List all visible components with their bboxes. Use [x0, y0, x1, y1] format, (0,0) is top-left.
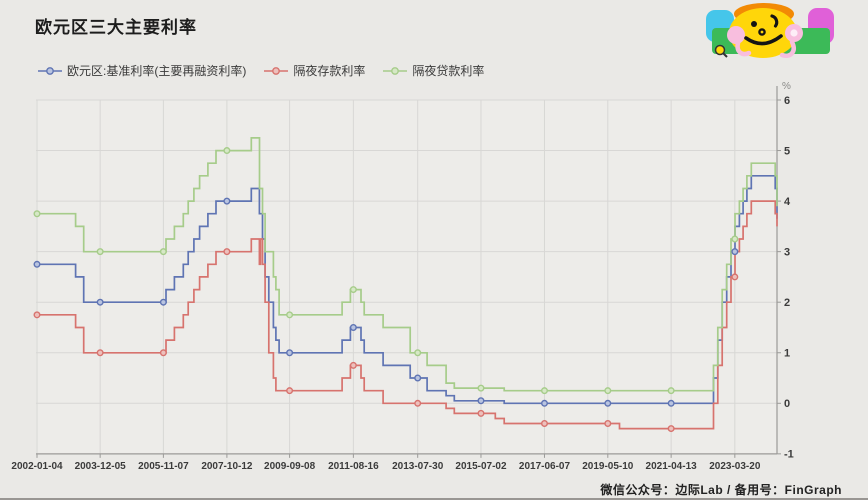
data-point-marker	[667, 425, 675, 433]
logo-headphone-left	[727, 26, 745, 44]
x-axis-tick-label: 2013-07-30	[392, 461, 444, 472]
y-axis-tick-label: 4	[784, 196, 791, 208]
data-point-marker	[96, 298, 104, 306]
x-axis-tick-label: 2009-09-08	[264, 461, 316, 472]
data-point-marker	[33, 260, 41, 268]
x-axis-tick-label: 2017-06-07	[519, 461, 571, 472]
data-point-marker	[159, 349, 167, 357]
legend-item-label: 隔夜存款利率	[293, 64, 366, 78]
data-point-marker	[286, 311, 294, 319]
x-axis-tick-label: 2021-04-13	[646, 461, 698, 472]
logo-mic-left	[735, 40, 752, 57]
data-point-marker	[223, 248, 231, 256]
data-point-marker	[731, 235, 739, 243]
y-axis-tick-label: 1	[784, 348, 790, 360]
data-point-marker	[96, 248, 104, 256]
y-axis-tick-label: 2	[784, 297, 790, 309]
data-point-marker	[223, 197, 231, 205]
y-axis-unit-label: %	[782, 81, 791, 92]
logo-nose	[758, 28, 766, 36]
data-point-marker	[604, 399, 612, 407]
data-point-marker	[159, 298, 167, 306]
x-axis-tick-label: 2002-01-04	[11, 461, 63, 472]
y-axis-tick-label: 5	[784, 145, 790, 157]
data-point-marker	[33, 311, 41, 319]
data-point-marker	[286, 349, 294, 357]
footer-credit: 微信公众号：边际Lab / 备用号：FinGraph	[600, 483, 842, 497]
chart-title: 欧元区三大主要利率	[35, 18, 197, 37]
data-point-marker	[414, 399, 422, 407]
legend-item-refi[interactable]: 欧元区:基准利率(主要再融资利率)	[38, 62, 246, 79]
legend-item-label: 隔夜贷款利率	[412, 64, 485, 78]
data-point-marker	[477, 409, 485, 417]
y-axis-tick-label: 6	[784, 95, 790, 107]
x-axis-tick-label: 2023-03-20	[709, 461, 761, 472]
logo-magnifier-handle	[722, 52, 728, 58]
x-axis-tick-label: 2011-08-16	[328, 461, 379, 472]
data-point-marker	[286, 387, 294, 395]
legend-marker-icon	[264, 66, 289, 75]
data-point-marker	[540, 387, 548, 395]
logo-eye-right	[770, 14, 779, 28]
legend-item-marginal[interactable]: 隔夜贷款利率	[383, 62, 484, 79]
logo-magnifier-icon	[714, 44, 726, 56]
logo-mic-right	[779, 39, 796, 58]
legend-marker-icon	[383, 66, 408, 75]
logo-headphone-right-inner	[790, 29, 798, 37]
data-point-marker	[33, 210, 41, 218]
bottom-edge-divider	[0, 498, 868, 500]
x-axis-tick-label: 2005-11-07	[138, 461, 189, 472]
data-point-marker	[223, 147, 231, 155]
legend-item-deposit[interactable]: 隔夜存款利率	[264, 62, 365, 79]
data-point-marker	[349, 361, 357, 369]
data-point-marker	[667, 399, 675, 407]
data-point-marker	[667, 387, 675, 395]
x-axis-tick-label: 2019-05-10	[582, 461, 634, 472]
data-point-marker	[349, 286, 357, 294]
data-point-marker	[604, 387, 612, 395]
y-axis-tick-label: -1	[784, 449, 794, 461]
legend-marker-icon	[38, 66, 62, 75]
data-point-marker	[414, 374, 422, 382]
x-axis-tick-label: 2015-07-02	[455, 461, 507, 472]
data-point-marker	[349, 323, 357, 331]
y-axis-tick-label: 0	[784, 398, 790, 410]
data-point-marker	[731, 248, 739, 256]
legend-item-label: 欧元区:基准利率(主要再融资利率)	[67, 64, 247, 78]
chart-legend: 欧元区:基准利率(主要再融资利率) 隔夜存款利率 隔夜贷款利率	[38, 62, 484, 79]
data-point-marker	[477, 397, 485, 405]
data-point-marker	[414, 349, 422, 357]
fingraph-mascot-logo	[706, 3, 834, 58]
logo-smile	[744, 34, 783, 46]
x-axis-tick-label: 2007-10-12	[201, 461, 253, 472]
data-point-marker	[477, 384, 485, 392]
data-point-marker	[96, 349, 104, 357]
data-point-marker	[159, 248, 167, 256]
data-point-marker	[731, 273, 739, 281]
x-axis-tick-label: 2003-12-05	[75, 461, 127, 472]
y-axis-tick-label: 3	[784, 246, 790, 258]
data-point-marker	[604, 420, 612, 428]
data-point-marker	[540, 420, 548, 428]
data-point-marker	[540, 399, 548, 407]
logo-smiley-face	[729, 8, 797, 58]
logo-eye-left	[751, 21, 757, 27]
